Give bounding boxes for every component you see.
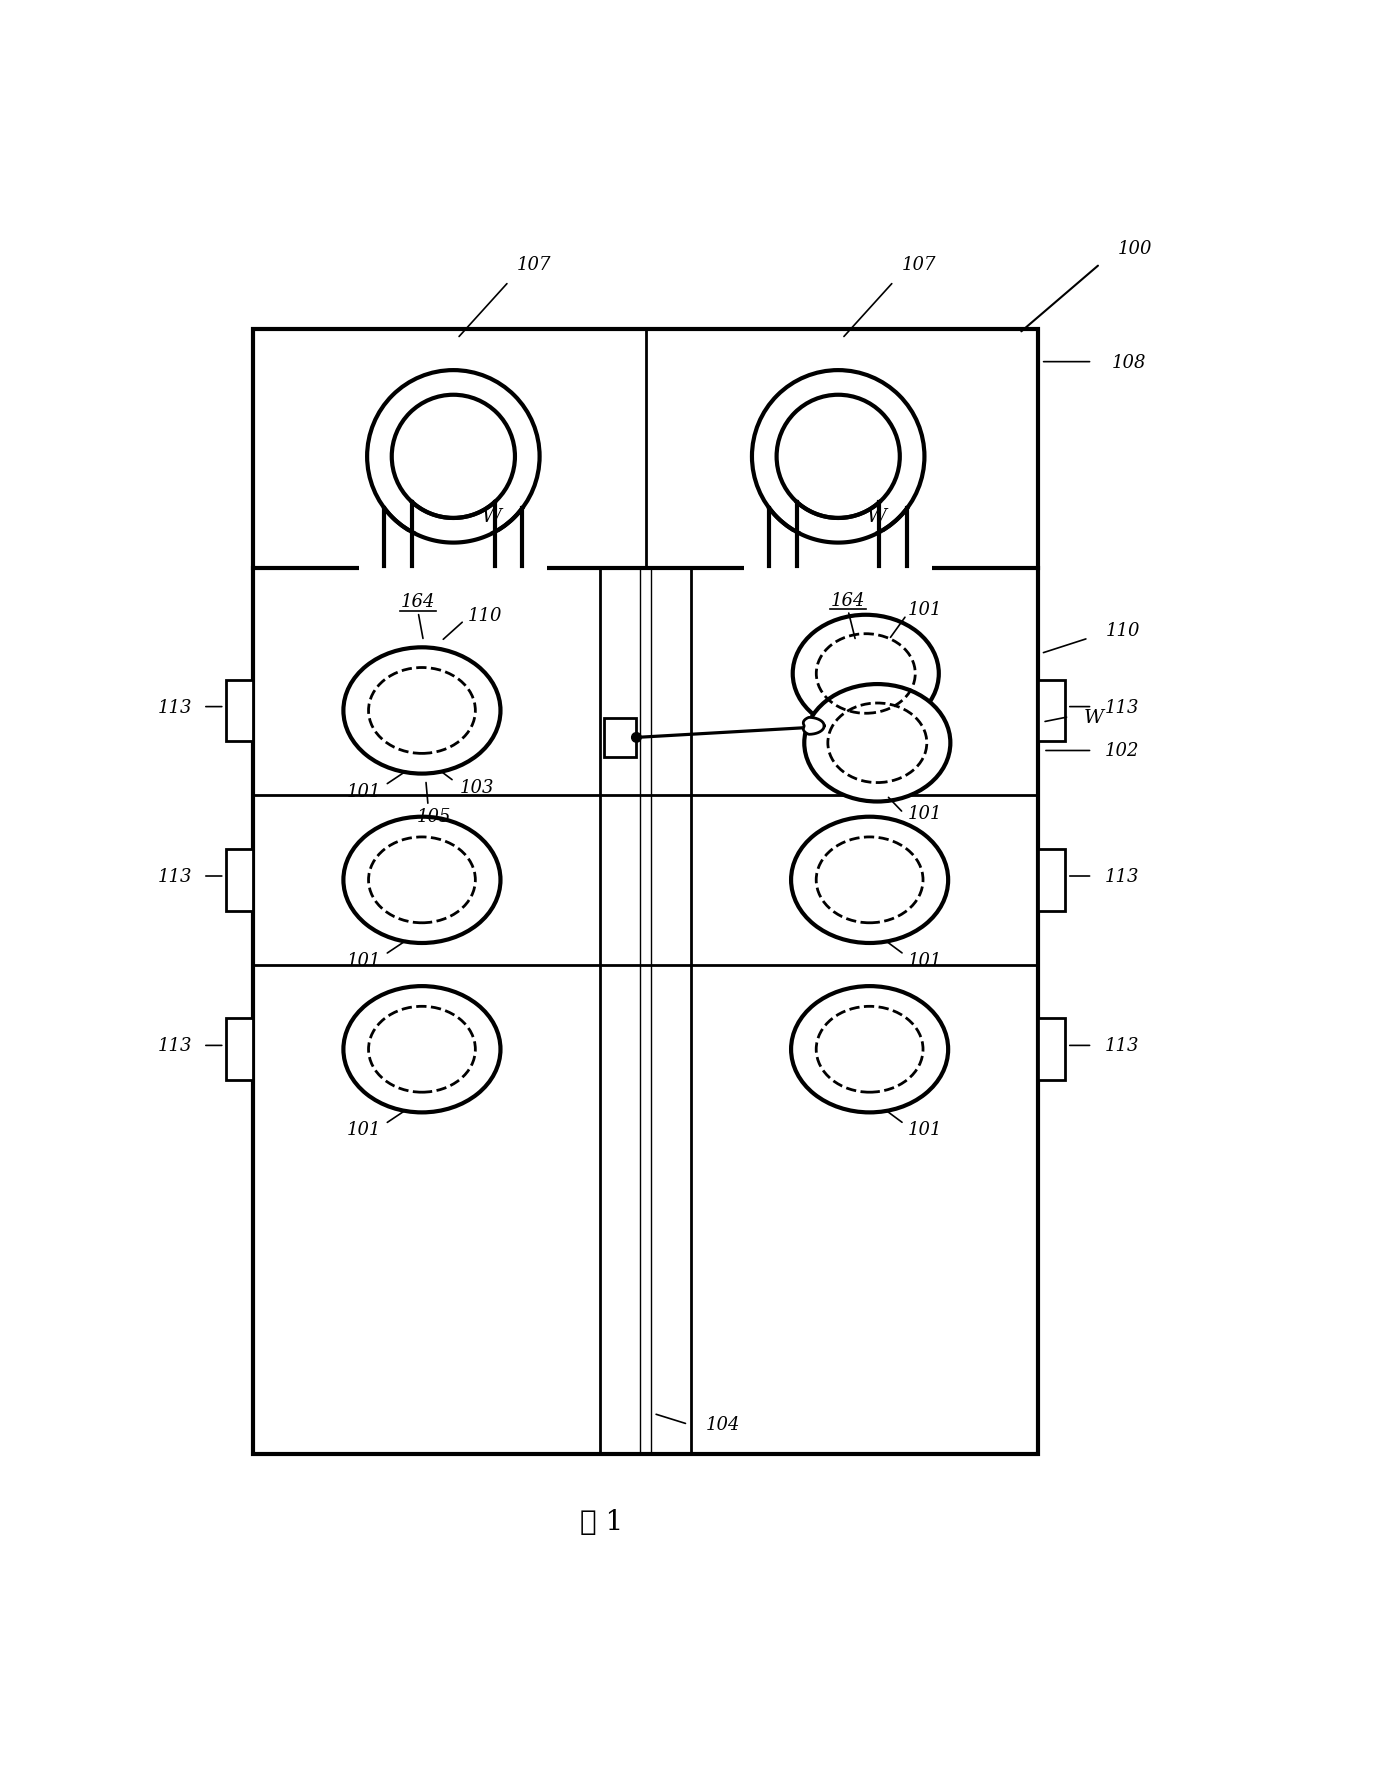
Bar (603, 719, 637, 757)
Ellipse shape (793, 615, 939, 733)
Text: 101: 101 (347, 782, 381, 800)
Bar (1039, 680, 1065, 742)
Text: 101: 101 (907, 601, 942, 619)
Text: 110: 110 (468, 606, 503, 624)
Circle shape (392, 395, 515, 519)
Text: 113: 113 (1105, 698, 1139, 716)
Bar (359, 533, 547, 572)
Text: W: W (867, 508, 887, 526)
Text: 101: 101 (907, 952, 942, 970)
Ellipse shape (344, 818, 500, 943)
Text: 104: 104 (706, 1415, 740, 1433)
Bar (226, 1020, 253, 1081)
Bar (1039, 850, 1065, 911)
Bar (744, 533, 932, 572)
Text: 105: 105 (416, 807, 450, 825)
Text: 107: 107 (902, 256, 936, 274)
Bar (601, 569, 692, 1454)
Text: 101: 101 (347, 1120, 381, 1138)
Bar (226, 680, 253, 742)
Text: 164: 164 (400, 592, 435, 610)
Text: 107: 107 (516, 256, 551, 274)
Text: 113: 113 (1105, 868, 1139, 886)
Text: 164: 164 (831, 590, 866, 610)
Text: 图 1: 图 1 (580, 1508, 623, 1535)
Text: 113: 113 (1105, 1038, 1139, 1056)
Text: 101: 101 (907, 805, 942, 823)
Text: 101: 101 (907, 1120, 942, 1138)
Text: 108: 108 (1112, 354, 1146, 372)
Text: 102: 102 (1105, 742, 1139, 760)
Bar (226, 850, 253, 911)
Text: 110: 110 (1106, 623, 1141, 640)
Text: 113: 113 (157, 698, 192, 716)
Circle shape (776, 395, 900, 519)
Ellipse shape (344, 986, 500, 1113)
Bar (253, 331, 1039, 1454)
Circle shape (367, 370, 540, 544)
Bar (1039, 1020, 1065, 1081)
Circle shape (631, 733, 641, 742)
Text: W: W (482, 508, 501, 526)
Text: 103: 103 (460, 778, 494, 798)
Ellipse shape (791, 818, 949, 943)
Ellipse shape (344, 648, 500, 775)
Text: 101: 101 (347, 952, 381, 970)
Circle shape (753, 370, 924, 544)
Text: 113: 113 (157, 868, 192, 886)
Text: 100: 100 (1117, 240, 1152, 258)
Text: W: W (1084, 708, 1103, 726)
Polygon shape (804, 717, 824, 735)
Ellipse shape (804, 685, 950, 801)
Text: 113: 113 (157, 1038, 192, 1056)
Ellipse shape (791, 986, 949, 1113)
